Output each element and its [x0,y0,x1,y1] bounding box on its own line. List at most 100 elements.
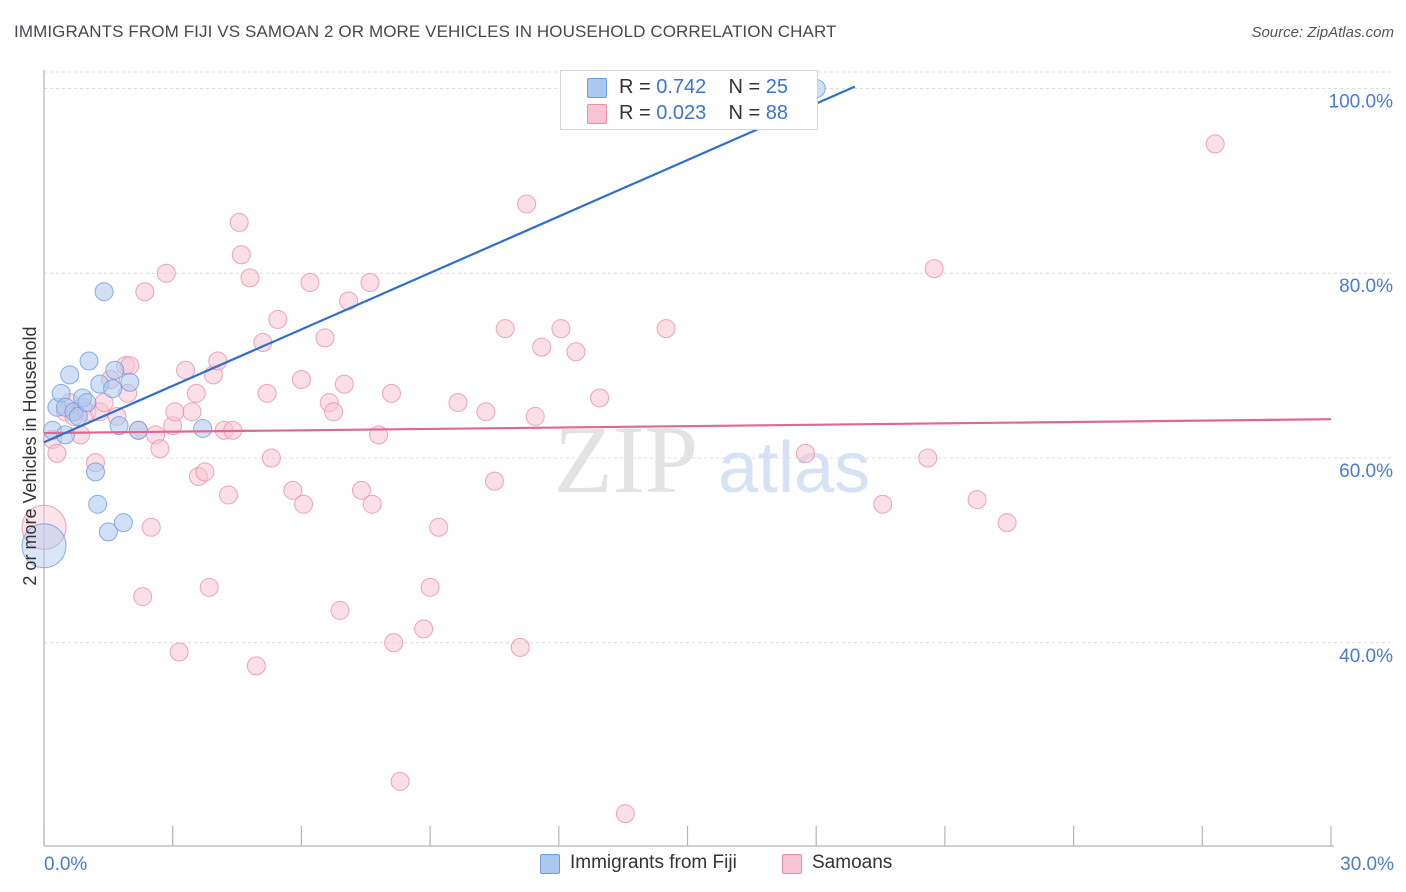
samoan-point-57[interactable] [360,272,380,292]
samoan-point-76[interactable] [590,388,610,408]
samoan-point-64[interactable] [420,577,440,597]
samoan-point-38[interactable] [229,212,249,232]
fiji-point-16[interactable] [98,522,118,542]
samoan-point-2[interactable] [47,443,67,463]
samoan-point-56[interactable] [351,480,371,500]
samoan-point-22[interactable] [150,439,170,459]
samoan-point-58[interactable] [362,494,382,514]
samoan-r-value: 0.023 [656,102,707,124]
fiji-point-22[interactable] [128,420,148,440]
fiji-point-21[interactable] [120,372,140,392]
samoan-point-18[interactable] [133,587,153,607]
samoan-point-65[interactable] [429,517,449,537]
samoan-point-79[interactable] [795,443,815,463]
fiji-point-18[interactable] [105,360,125,380]
samoan-point-68[interactable] [484,471,504,491]
samoan-point-80[interactable] [873,494,893,514]
source-label: Source: ZipAtlas.com [1251,24,1394,41]
fiji-point-6[interactable] [60,365,80,385]
y-tick-labels: 40.0% 60.0% 80.0% 100.0% [1329,91,1394,666]
samoan-point-78[interactable] [656,319,676,339]
samoan-point-47[interactable] [291,369,311,389]
samoan-point-28[interactable] [182,402,202,422]
samoan-point-72[interactable] [525,406,545,426]
fiji-point-20[interactable] [113,513,133,533]
samoan-point-41[interactable] [246,656,266,676]
fiji-point-19[interactable] [109,416,129,436]
watermark: ZIP atlas [554,406,870,513]
samoan-point-20[interactable] [141,517,161,537]
samoan-point-46[interactable] [283,480,303,500]
samoan-point-43[interactable] [257,383,277,403]
samoan-point-19[interactable] [135,282,155,302]
samoan-point-26[interactable] [169,642,189,662]
fiji-point-15[interactable] [94,282,114,302]
watermark-atlas: atlas [718,428,870,508]
y-axis-label: 2 or more Vehicles in Household [20,326,40,585]
fiji-point-23[interactable] [193,418,213,438]
samoan-point-39[interactable] [231,245,251,265]
samoan-point-60[interactable] [381,383,401,403]
samoan-point-34[interactable] [208,351,228,371]
samoan-point-67[interactable] [476,402,496,422]
samoan-point-75[interactable] [566,342,586,362]
samoan-point-83[interactable] [967,490,987,510]
fiji-point-0[interactable] [21,523,67,569]
fiji-point-17[interactable] [103,379,123,399]
samoan-point-23[interactable] [156,263,176,283]
samoan-point-74[interactable] [551,319,571,339]
fiji-n-value: 25 [765,76,789,98]
samoan-point-69[interactable] [495,319,515,339]
samoan-point-84[interactable] [997,513,1017,533]
samoan-point-81[interactable] [918,448,938,468]
samoan-point-77[interactable] [615,804,635,824]
samoan-point-32[interactable] [199,577,219,597]
fiji-point-10[interactable] [77,393,97,413]
samoan-point-70[interactable] [510,637,530,657]
samoan-point-61[interactable] [384,633,404,653]
samoan-point-66[interactable] [448,393,468,413]
y-tick-label-80: 80.0% [1339,276,1393,297]
samoan-point-62[interactable] [390,771,410,791]
samoan-r-label: R = [619,102,651,124]
samoan-point-45[interactable] [268,309,288,329]
samoan-point-52[interactable] [324,402,344,422]
samoan-point-63[interactable] [414,619,434,639]
samoan-point-0[interactable] [21,504,67,550]
samoan-point-31[interactable] [195,462,215,482]
y-tick-label-60: 60.0% [1339,461,1393,482]
samoan-point-25[interactable] [165,402,185,422]
samoan-point-82[interactable] [924,259,944,279]
x-tick-label-0: 0.0% [44,854,87,875]
chart-title: IMMIGRANTS FROM FIJI VS SAMOAN 2 OR MORE… [14,22,837,41]
samoan-point-36[interactable] [218,485,238,505]
fiji-point-12[interactable] [85,462,105,482]
fiji-n-label: N = [728,76,761,98]
fiji-point-8[interactable] [68,406,88,426]
samoan-point-73[interactable] [532,337,552,357]
samoan-n-value: 88 [765,102,789,124]
samoan-point-50[interactable] [315,328,335,348]
fiji-point-13[interactable] [88,494,108,514]
samoan-point-48[interactable] [294,494,314,514]
fiji-trend-line [43,85,856,444]
samoan-point-71[interactable] [517,194,537,214]
x-tick-marks [43,826,1332,846]
samoan-point-55[interactable] [339,291,359,311]
fiji-point-11[interactable] [79,351,99,371]
samoan-swatch [587,104,607,124]
samoan-point-29[interactable] [186,383,206,403]
samoan-point-85[interactable] [1205,134,1225,154]
samoan-point-40[interactable] [240,268,260,288]
fiji-swatch [587,78,607,98]
samoan-point-44[interactable] [261,448,281,468]
samoan-n-label: N = [728,102,761,124]
samoan-point-49[interactable] [300,272,320,292]
fiji-legend-label: Immigrants from Fiji [570,852,737,873]
y-tick-label-100: 100.0% [1329,91,1394,112]
samoan-point-53[interactable] [330,600,350,620]
x-tick-labels: 0.0% 30.0% [44,854,1394,875]
samoan-point-54[interactable] [334,374,354,394]
samoan-legend-label: Samoans [812,852,893,873]
